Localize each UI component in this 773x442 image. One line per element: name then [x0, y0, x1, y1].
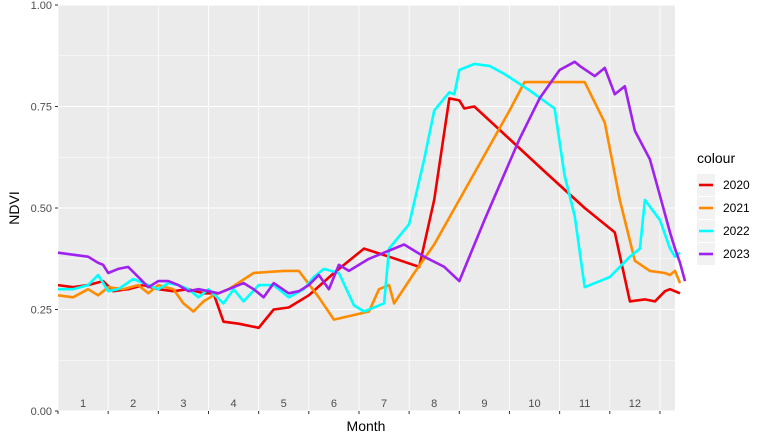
- month-label: 11: [579, 398, 590, 410]
- series-lines: [57, 60, 687, 330]
- month-label: 12: [629, 398, 641, 410]
- month-label: 3: [180, 398, 186, 410]
- series-line-2023: [57, 60, 687, 299]
- x-axis-title: Month: [347, 418, 386, 434]
- series-line-2021: [57, 80, 682, 321]
- month-label: 2: [130, 398, 136, 410]
- grid-minor: [58, 55, 675, 361]
- y-tick-label: 0.25: [31, 305, 52, 317]
- legend-label-2021: 2021: [723, 201, 750, 215]
- y-tick-label: 0.00: [31, 406, 52, 418]
- legend-label-2020: 2020: [723, 178, 750, 192]
- legend: colour 2020 2021 2022 2023: [697, 150, 750, 265]
- x-axis: [57, 411, 661, 414]
- month-label: 10: [528, 398, 540, 410]
- month-label: 9: [481, 398, 487, 410]
- y-tick-label: 0.75: [31, 102, 52, 114]
- month-label: 5: [281, 398, 287, 410]
- month-label: 7: [381, 398, 387, 410]
- month-label: 8: [431, 398, 437, 410]
- y-tick-label: 0.50: [31, 203, 52, 215]
- y-tick-label: 1.00: [31, 0, 52, 12]
- month-label: 4: [231, 398, 237, 410]
- month-labels: 1 2 3 4 5 6 7 8 9 10 11 12: [80, 398, 641, 410]
- legend-title: colour: [697, 150, 735, 166]
- legend-label-2023: 2023: [723, 247, 750, 261]
- legend-label-2022: 2022: [723, 224, 750, 238]
- y-axis-title: NDVI: [6, 191, 22, 224]
- series-line-2022: [58, 62, 681, 313]
- month-label: 6: [331, 398, 337, 410]
- y-axis: 0.00 0.25 0.50 0.75 1.00: [31, 0, 58, 418]
- series-line-2020: [57, 97, 681, 330]
- month-label: 1: [80, 398, 86, 410]
